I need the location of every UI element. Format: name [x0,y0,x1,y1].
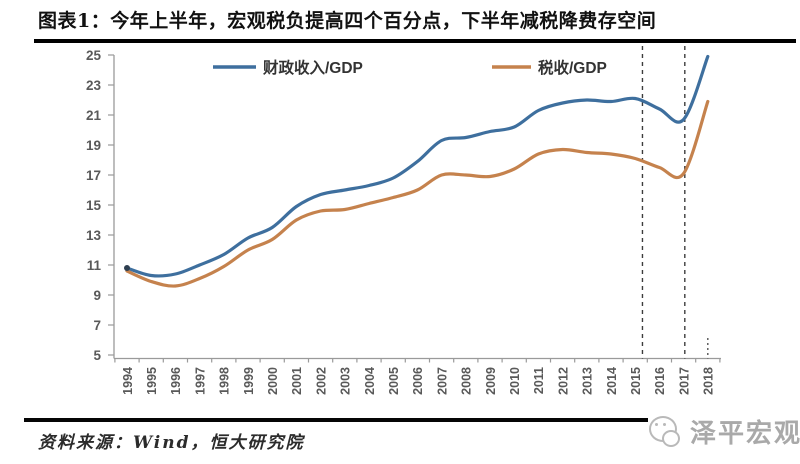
x-tick-label: 2014 [605,367,619,395]
x-tick-label: 1998 [218,367,232,395]
x-tick-label: 2016 [653,367,667,395]
y-tick-label: 17 [86,168,101,183]
x-tick-label: 2004 [363,367,377,395]
footer-divider [24,418,650,422]
x-tick-label: 2017 [677,367,691,395]
x-tick-label: 2001 [290,367,304,395]
x-tick-label: 2013 [581,367,595,395]
x-tick-label: 1997 [193,367,207,395]
x-tick-label: 1999 [242,367,256,395]
x-tick-label: 2006 [411,367,425,395]
logo-text: 泽平宏观 [690,418,800,449]
tax-line [125,99,710,288]
legend-tax-label: 税收/GDP [538,58,607,77]
y-tick-label: 21 [86,108,102,123]
x-tick-label: 2009 [484,367,498,395]
mascot-icon [648,414,682,448]
x-tick-label: 2011 [532,367,546,394]
y-tick-label: 7 [93,318,101,333]
x-tick-label: 2008 [460,367,474,395]
x-tick-label: 2000 [266,367,280,395]
y-tick-label: 15 [86,198,102,213]
source-text: 资料来源：Wind，恒大研究院 [38,433,305,453]
x-tick-label: 1996 [169,367,183,395]
x-tick-label: 2005 [387,367,401,395]
y-tick-label: 19 [86,138,101,153]
y-tick-label: 5 [93,348,101,363]
x-tick-label: 2002 [314,367,328,395]
title-underline [34,39,796,43]
chart-title: 图表1：今年上半年，宏观税负提高四个百分点，下半年减税降费存空间 [38,10,657,32]
x-tick-label: 2018 [702,367,716,395]
y-tick-label: 13 [86,228,102,243]
zeping-macro-logo: 泽平宏观 [648,402,800,460]
y-tick-label: 9 [93,288,101,303]
x-tick-label: 2003 [339,367,353,395]
fiscal-revenue-line [125,54,710,278]
x-tick-label: 2015 [629,367,643,395]
y-tick-label: 23 [86,78,102,93]
x-tick-label: 2012 [556,367,570,395]
y-tick-label: 25 [86,48,102,63]
x-tick-label: 2010 [508,367,522,395]
x-tick-label: 2007 [435,367,449,395]
legend-fiscal-revenue-label: 财政收入/GDP [263,58,363,77]
x-tick-label: 1995 [145,367,159,395]
y-tick-label: 11 [87,258,102,273]
series-start-marker [124,265,130,271]
x-tick-label: 1994 [121,367,135,395]
